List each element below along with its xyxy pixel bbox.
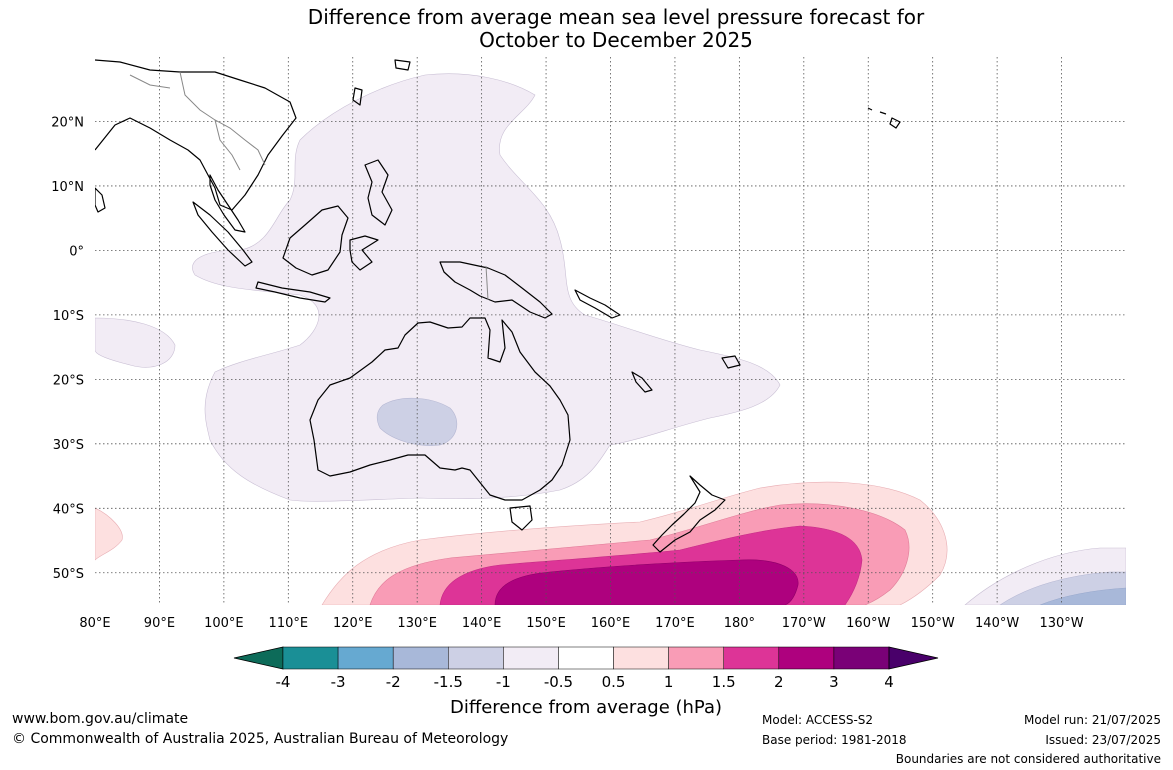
copyright-notice: © Commonwealth of Australia 2025, Austra… [12, 731, 509, 747]
colorbar-tick-label: 2 [774, 673, 784, 691]
lon-label: 180° [724, 616, 755, 631]
colorbar-tick-label: -0.5 [544, 673, 573, 691]
coastlines [95, 59, 901, 553]
coastline-sulawesi [349, 235, 379, 271]
colorbar-tick-label: -2 [386, 673, 401, 691]
border-southeast-asia [129, 71, 266, 171]
colorbar-segment [723, 646, 780, 670]
colorbar: -4 -3 -2 -1.5 -1 -0.5 0.5 1 1.5 2 3 4 [233, 646, 939, 691]
lon-label: 120°E [333, 616, 373, 631]
border-png-indonesia [485, 265, 489, 301]
lon-label: 150°W [911, 616, 955, 631]
model-run-date: Model run: 21/07/2025 [1023, 713, 1161, 727]
lat-label: 20°S [53, 373, 84, 388]
colorbar-tick-label: -4 [276, 673, 291, 691]
lon-label: 110°E [269, 616, 309, 631]
coastline-java [255, 281, 331, 303]
issued-date: Issued: 23/07/2025 [1045, 733, 1161, 747]
website-link[interactable]: www.bom.gov.au/climate [12, 711, 189, 727]
colorbar-tick-label: 1 [664, 673, 674, 691]
coastline-taiwan [352, 87, 363, 106]
coastline-new-guinea [439, 261, 553, 319]
longitude-labels: 80°E 90°E 100°E 110°E 120°E 130°E 140°E 150°E 16… [79, 616, 1083, 631]
positive-anomaly-core-2 [494, 559, 799, 605]
lon-label: 170°E [655, 616, 695, 631]
country-borders [129, 71, 489, 301]
lon-label: 130°W [1039, 616, 1083, 631]
lat-label: 10°S [53, 309, 84, 324]
colorbar-low-extend [233, 646, 284, 670]
coastline-sumatra [192, 201, 253, 267]
map-title-line2: October to December 2025 [479, 28, 753, 52]
lat-label: 30°S [53, 438, 84, 453]
colorbar-segment [778, 646, 835, 670]
positive-anomaly-region-west [95, 507, 123, 561]
lon-label: 150°E [526, 616, 566, 631]
negative-anomaly-region-tropics [192, 73, 781, 502]
negative-anomaly-region-west [95, 317, 176, 368]
coastline-tasmania [509, 505, 533, 531]
latitude-labels: 20°N 10°N 0° 10°S 20°S 30°S 40°S 50°S [51, 115, 84, 581]
colorbar-tick-label: -1 [496, 673, 511, 691]
colorbar-tick-label: -1.5 [434, 673, 463, 691]
colorbar-segment [833, 646, 890, 670]
colorbar-title: Difference from average (hPa) [450, 697, 722, 718]
map-gridlines [95, 57, 1126, 605]
colorbar-segment [503, 646, 559, 670]
coastline-australia [309, 317, 571, 501]
lon-label: 80°E [79, 616, 110, 631]
lon-label: 90°E [144, 616, 175, 631]
base-period: Base period: 1981-2018 [762, 733, 907, 747]
colorbar-segment [558, 646, 614, 670]
lon-label: 130°E [397, 616, 437, 631]
coastline-malay-peninsula [209, 174, 246, 233]
colorbar-tick-label: 1.5 [712, 673, 736, 691]
colorbar-segment [282, 646, 339, 670]
colorbar-segment [448, 646, 504, 670]
model-name: Model: ACCESS-S2 [762, 713, 874, 727]
lat-label: 10°N [51, 180, 84, 195]
coastline-borneo [282, 205, 349, 276]
negative-anomaly-region-southeast-1.5 [1039, 587, 1126, 605]
lon-label: 100°E [204, 616, 244, 631]
lat-label: 20°N [51, 115, 84, 130]
map-title-line1: Difference from average mean sea level p… [307, 5, 925, 29]
lon-label: 170°W [782, 616, 826, 631]
boundaries-disclaimer: Boundaries are not considered authoritat… [895, 752, 1161, 766]
colorbar-tick-label: -3 [331, 673, 346, 691]
lat-label: 0° [69, 244, 84, 259]
coastline-philippines [364, 159, 393, 226]
lon-label: 140°E [462, 616, 502, 631]
colorbar-tick-label: 0.5 [602, 673, 626, 691]
lat-label: 50°S [53, 567, 84, 582]
colorbar-tick-label: 4 [884, 673, 894, 691]
coastline-sri-lanka [95, 187, 106, 213]
coastline-new-zealand [652, 475, 726, 553]
colorbar-segment [668, 646, 724, 670]
lat-label: 40°S [53, 502, 84, 517]
coastline-solomon-islands [574, 289, 621, 319]
coastline-asia-mainland [95, 59, 297, 211]
coastline-new-caledonia [631, 371, 653, 393]
lon-label: 140°W [975, 616, 1019, 631]
colorbar-segment [392, 646, 449, 670]
colorbar-high-extend [888, 646, 939, 670]
coastline-japan-south [394, 59, 411, 71]
colorbar-tick-label: 3 [829, 673, 839, 691]
colorbar-segment [337, 646, 394, 670]
lon-label: 160°E [591, 616, 631, 631]
coastline-hawaii [867, 107, 901, 129]
coastline-fiji [721, 355, 741, 369]
colorbar-segment [613, 646, 669, 670]
lon-label: 160°W [846, 616, 890, 631]
